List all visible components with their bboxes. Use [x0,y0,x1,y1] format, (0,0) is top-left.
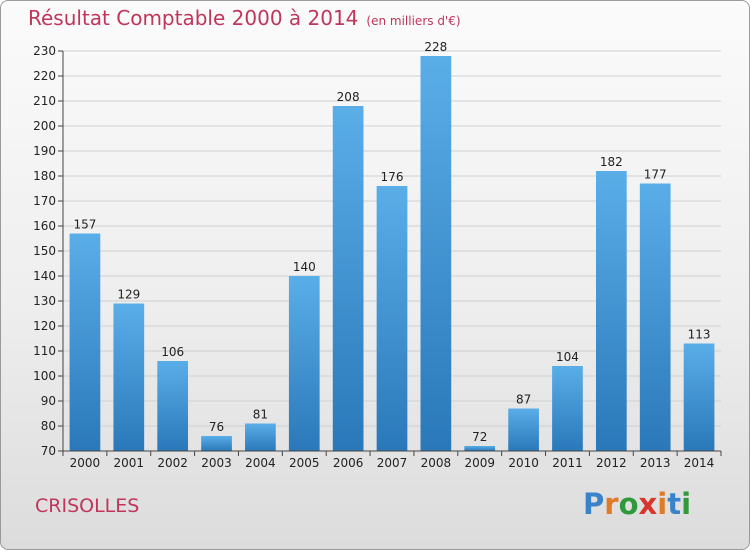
brand-letter: i [681,487,692,521]
x-tick-label-2004: 2004 [245,456,276,470]
y-tick-label: 80 [41,419,56,433]
bars [69,56,715,451]
x-tick-label-2000: 2000 [70,456,101,470]
bar-2007 [376,186,408,451]
bar-2003 [201,436,232,451]
y-tick-label: 90 [41,394,56,408]
x-tick-label-2005: 2005 [289,456,320,470]
y-tick-label: 190 [33,144,56,158]
x-tick-label-2011: 2011 [552,456,583,470]
bar-2010 [508,408,539,451]
x-tick-label-2003: 2003 [201,456,232,470]
bar-2014 [683,343,715,451]
brand-letter: r [604,487,619,521]
data-label-2009: 72 [472,430,487,444]
y-tick-label: 70 [41,444,56,458]
brand-letter: P [583,487,605,521]
bar-2001 [113,303,145,451]
x-tick-label-2008: 2008 [421,456,452,470]
brand-letter: x [638,487,658,521]
data-label-2000: 157 [73,218,96,232]
bar-2012 [595,171,627,451]
x-tick-label-2014: 2014 [684,456,715,470]
x-tick-label-2013: 2013 [640,456,671,470]
bar-2000 [69,233,101,451]
x-tick-label-2010: 2010 [508,456,539,470]
commune-name: CRISOLLES [35,495,140,517]
x-tick-label-2007: 2007 [377,456,408,470]
data-label-2012: 182 [600,155,623,169]
y-tick-label: 200 [33,119,56,133]
data-label-2007: 176 [381,170,404,184]
x-axis: 2000 2001 2002 2003 2004 2005 2006 2007 2008 2009… [62,451,722,470]
y-tick-label: 180 [33,169,56,183]
axes [62,51,721,452]
y-tick-label: 130 [33,294,56,308]
bar-2011 [552,366,583,451]
data-label-2002: 106 [161,345,184,359]
data-label-2013: 177 [644,168,667,182]
y-tick-label: 230 [33,44,56,58]
bar-2009 [464,446,496,451]
y-tick-label: 170 [33,194,56,208]
y-tick-label: 150 [33,244,56,258]
data-label-2006: 208 [337,90,360,104]
x-tick-label-2002: 2002 [157,456,188,470]
bar-2008 [420,56,452,451]
x-tick-label-2006: 2006 [333,456,364,470]
data-label-2011: 104 [556,350,579,364]
y-tick-label: 160 [33,219,56,233]
chart-title: Résultat Comptable 2000 à 2014 (en millie… [28,6,461,30]
x-tick-label-2012: 2012 [596,456,627,470]
data-label-2001: 129 [117,288,140,302]
y-tick-label: 100 [33,369,56,383]
chart-unit: (en milliers d'€) [366,14,461,28]
y-tick-label: 210 [33,94,56,108]
brand-letter: o [618,487,639,521]
y-tick-label: 120 [33,319,56,333]
data-label-2014: 113 [688,328,711,342]
bar-2006 [332,106,364,451]
data-labels: 157 129 106 76 81 140 208 176 228 72 87 104 182 177 11… [73,40,710,444]
chart-title-text: Résultat Comptable 2000 à 2014 [28,6,359,30]
bar-2005 [288,276,320,451]
data-label-2005: 140 [293,260,316,274]
bar-2004 [245,423,276,451]
y-tick-label: 220 [33,69,56,83]
brand-letter: t [667,487,682,521]
x-tick-label-2001: 2001 [114,456,145,470]
data-label-2008: 228 [424,40,447,54]
bar-2013 [639,183,671,451]
proxiti-logo: Proxiti [583,487,691,521]
data-label-2004: 81 [253,408,268,422]
y-tick-label: 110 [33,344,56,358]
brand-letter: i [657,487,668,521]
x-tick-label-2009: 2009 [464,456,495,470]
bar-2002 [157,361,189,451]
y-tick-label: 140 [33,269,56,283]
data-label-2010: 87 [516,393,531,407]
data-label-2003: 76 [209,420,224,434]
y-axis: 70 80 90 100 110 120 130 140 150 160 170 180 190 200 2… [33,44,63,458]
